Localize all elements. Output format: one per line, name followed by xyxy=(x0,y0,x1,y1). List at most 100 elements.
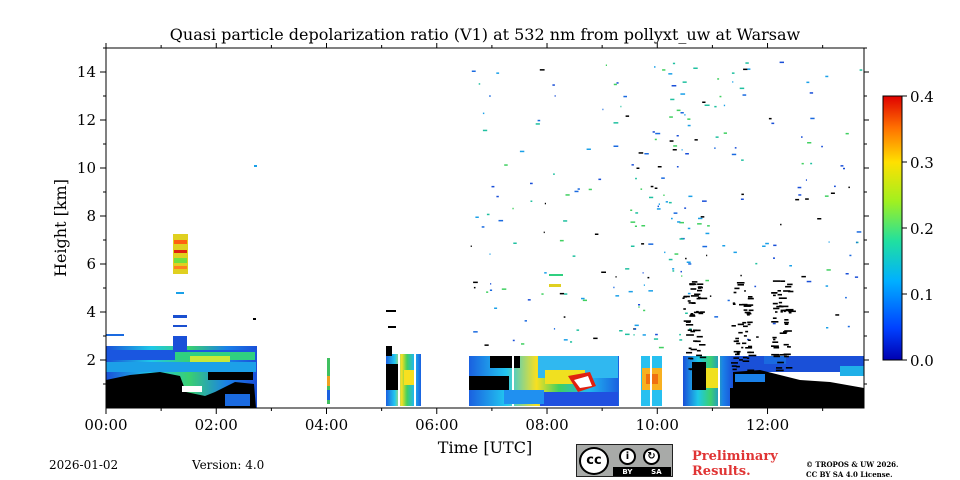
heat-speckle xyxy=(524,320,527,322)
heat-cell xyxy=(106,334,124,336)
heat-cell xyxy=(469,376,509,390)
heat-speckle xyxy=(613,145,619,147)
heat-speckle xyxy=(586,148,591,150)
heat-speckle xyxy=(771,353,780,356)
heat-speckle xyxy=(756,336,759,338)
heat-speckle xyxy=(709,295,712,297)
y-tick-label: 10 xyxy=(77,159,96,177)
heat-speckle xyxy=(676,166,679,168)
heat-speckle xyxy=(686,351,693,354)
heat-speckle xyxy=(553,173,555,175)
heat-speckle xyxy=(687,118,691,120)
x-tick-label: 06:00 xyxy=(415,416,458,434)
heat-speckle xyxy=(773,346,780,349)
heat-speckle xyxy=(777,290,781,292)
x-tick-label: 12:00 xyxy=(746,416,789,434)
heat-speckle xyxy=(685,153,689,155)
heat-speckle xyxy=(544,202,546,205)
colorbar-tick-label: 0.2 xyxy=(910,220,934,238)
heat-cell xyxy=(504,390,544,404)
heat-speckle xyxy=(641,225,646,227)
heat-speckle xyxy=(742,342,747,345)
heat-speckle xyxy=(743,325,748,328)
no-data-region xyxy=(106,372,256,408)
heat-speckle xyxy=(714,105,717,108)
heat-speckle xyxy=(834,185,836,188)
heat-speckle xyxy=(663,194,665,196)
heat-speckle xyxy=(714,316,719,318)
heat-speckle xyxy=(541,293,544,295)
heat-speckle xyxy=(648,243,654,245)
heat-speckle xyxy=(565,194,570,196)
heat-speckle xyxy=(690,357,694,360)
heat-speckle xyxy=(700,216,705,218)
heat-cell xyxy=(253,318,256,320)
heat-speckle xyxy=(682,81,687,83)
cc-strip: BY SA xyxy=(613,467,671,476)
x-tick-label: 02:00 xyxy=(195,416,238,434)
heat-speckle xyxy=(654,187,658,189)
colorbar-tick-label: 0.4 xyxy=(910,88,934,106)
heat-cell xyxy=(174,240,187,244)
heat-speckle xyxy=(658,203,660,205)
heat-speckle xyxy=(779,332,787,334)
heat-speckle xyxy=(739,359,743,361)
heat-speckle xyxy=(772,341,779,343)
heat-speckle xyxy=(543,231,545,234)
heat-speckle xyxy=(641,243,645,245)
heat-speckle xyxy=(835,314,840,316)
heat-speckle xyxy=(806,280,812,283)
heat-cell xyxy=(718,356,720,408)
heat-speckle xyxy=(745,62,749,64)
heat-speckle xyxy=(688,368,696,370)
heat-speckle xyxy=(504,164,508,166)
no-data-region xyxy=(733,370,864,408)
heat-speckle xyxy=(801,275,806,278)
heat-speckle xyxy=(470,245,472,247)
heat-speckle xyxy=(772,302,778,305)
heat-speckle xyxy=(657,205,659,208)
heat-speckle xyxy=(702,101,706,103)
heat-speckle xyxy=(683,295,690,298)
heat-speckle xyxy=(783,353,791,356)
heat-speckle xyxy=(664,251,666,254)
heat-speckle xyxy=(742,360,750,362)
heat-speckle xyxy=(496,195,499,198)
heat-speckle xyxy=(605,64,607,66)
heat-speckle xyxy=(643,309,646,312)
heat-speckle xyxy=(733,251,737,254)
heat-speckle xyxy=(733,357,740,359)
plot-frame xyxy=(105,47,865,409)
attribution-icon: i xyxy=(619,448,636,465)
heat-speckle xyxy=(848,186,850,189)
heat-speckle xyxy=(809,92,814,94)
heat-speckle xyxy=(783,343,789,346)
heat-speckle xyxy=(733,291,737,294)
heat-speckle xyxy=(736,352,740,355)
heat-speckle xyxy=(658,346,664,349)
heat-cell xyxy=(208,372,253,380)
heat-speckle xyxy=(498,219,504,222)
heat-cell xyxy=(735,374,765,382)
heat-speckle xyxy=(686,334,694,336)
heat-speckle xyxy=(776,367,783,369)
heat-speckle xyxy=(513,242,517,244)
heat-speckle xyxy=(747,297,754,300)
heat-speckle xyxy=(696,310,699,313)
heat-speckle xyxy=(473,286,476,289)
heat-speckle xyxy=(670,98,675,101)
heat-speckle xyxy=(634,324,639,327)
heat-speckle xyxy=(634,225,637,227)
heat-speckle xyxy=(673,212,678,214)
heat-cell xyxy=(650,356,652,408)
heat-speckle xyxy=(677,221,681,223)
heat-speckle xyxy=(771,292,777,294)
heat-speckle xyxy=(625,333,630,336)
heat-speckle xyxy=(527,299,531,301)
heat-speckle xyxy=(693,340,698,342)
heat-speckle xyxy=(486,213,490,216)
heat-speckle xyxy=(481,226,485,228)
heat-speckle xyxy=(674,253,679,255)
heat-cell xyxy=(174,250,187,253)
heat-speckle xyxy=(762,245,766,247)
